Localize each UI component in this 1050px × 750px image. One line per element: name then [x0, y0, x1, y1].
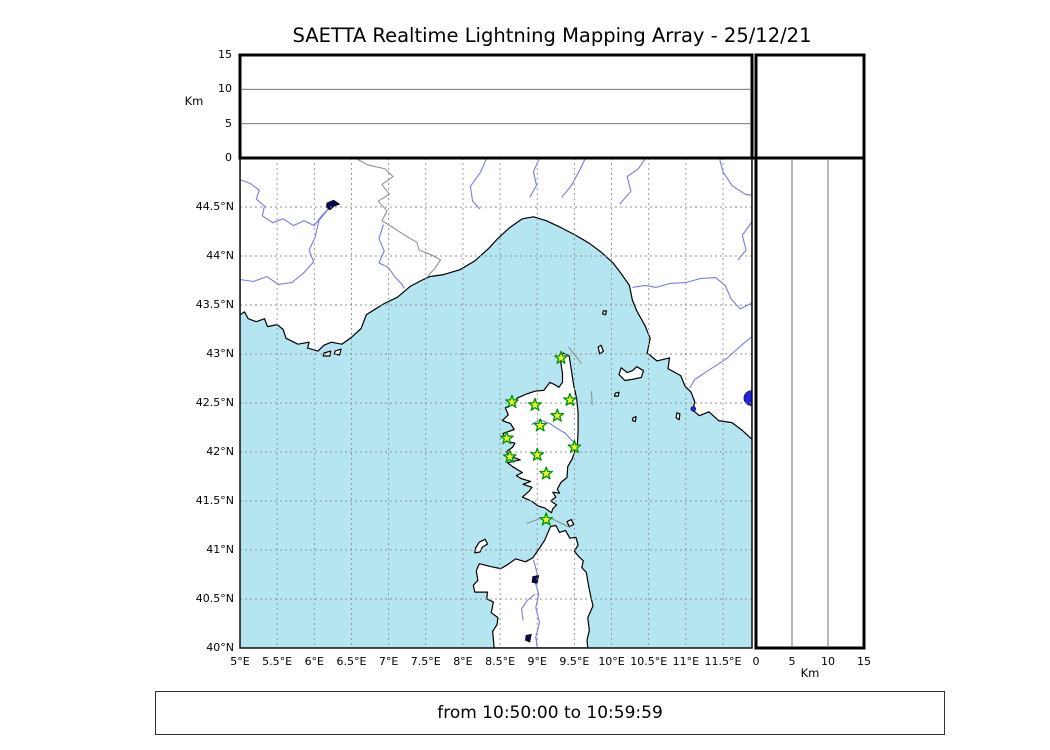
river — [469, 158, 488, 210]
lake — [525, 633, 532, 643]
lat-tick-label: 44.5°N — [195, 200, 234, 213]
lon-tick-label: 8°E — [453, 655, 473, 668]
station-marker — [528, 397, 542, 411]
lat-tick-label: 43.5°N — [195, 298, 234, 311]
lon-tick-label: 7.5°E — [410, 655, 441, 668]
station-marker — [530, 447, 545, 461]
alt-tick-label: 15 — [218, 48, 232, 61]
lon-tick-label: 11°E — [672, 655, 700, 668]
alt-axis-label-bottom: Km — [800, 666, 820, 680]
lat-tick-label: 40.5°N — [195, 592, 234, 605]
station-marker — [539, 466, 554, 480]
lake-dot — [743, 390, 752, 406]
coastline — [613, 391, 620, 397]
river — [240, 207, 330, 285]
country-border — [568, 346, 583, 365]
lon-tick-label: 10°E — [598, 655, 625, 668]
coastline — [240, 158, 752, 440]
alt-km-tick-label: 5 — [788, 655, 796, 668]
station-marker — [554, 350, 568, 364]
river — [240, 179, 330, 227]
coastline — [631, 416, 637, 423]
lat-tick-label: 40°N — [206, 641, 234, 654]
station-marker — [563, 392, 577, 407]
figure-title: SAETTA Realtime Lightning Mapping Array … — [292, 24, 812, 47]
river — [718, 158, 752, 196]
alt-tick-label: 0 — [225, 151, 232, 164]
river — [378, 224, 405, 289]
coastline — [566, 519, 575, 528]
country-border — [549, 517, 571, 528]
station-marker — [502, 449, 517, 463]
alt-km-tick-label: 0 — [752, 655, 760, 668]
lon-tick-label: 7°E — [378, 655, 399, 668]
lon-tick-label: 9°E — [527, 655, 547, 668]
altitude-longitude-panel — [238, 53, 754, 160]
river — [689, 335, 752, 389]
station-marker — [533, 418, 548, 432]
country-border — [526, 517, 543, 524]
station-marker — [567, 439, 582, 454]
coastline — [618, 366, 645, 382]
river — [632, 277, 752, 310]
alt-axis-label-top: Km — [184, 94, 204, 108]
coastline — [474, 538, 489, 554]
country-border — [354, 158, 442, 276]
lon-tick-label: 10.5°E — [630, 655, 668, 668]
river — [529, 158, 541, 198]
river — [561, 158, 586, 198]
lat-tick-label: 41.5°N — [195, 494, 234, 507]
alt-tick-label: 5 — [225, 116, 232, 130]
map-panel — [240, 158, 752, 648]
river — [521, 593, 536, 621]
station-marker — [550, 408, 565, 422]
lon-tick-label: 9.5°E — [559, 655, 590, 668]
time-window-text: from 10:50:00 to 10:59:59 — [437, 703, 663, 723]
alt-tick-label: 10 — [218, 82, 232, 96]
coastline — [333, 348, 342, 356]
lon-tick-label: 5.5°E — [262, 655, 293, 668]
alt-km-tick-label: 10 — [821, 655, 835, 668]
station-marker — [505, 394, 519, 409]
coastline — [602, 310, 607, 316]
lon-tick-label: 6.5°E — [336, 655, 367, 668]
country-border — [591, 391, 593, 406]
alt-km-tick-label: 15 — [857, 655, 871, 668]
lat-tick-label: 43°N — [206, 347, 234, 360]
lon-tick-label: 8.5°E — [485, 655, 516, 668]
coastline — [501, 352, 579, 514]
river — [737, 221, 752, 261]
station-marker — [499, 431, 514, 445]
coastline — [472, 524, 594, 648]
time-window-box: from 10:50:00 to 10:59:59 — [155, 691, 945, 735]
lon-tick-label: 11.5°E — [704, 655, 742, 668]
lat-tick-label: 42.5°N — [195, 396, 234, 409]
lat-tick-label: 44°N — [206, 249, 234, 262]
coastline — [675, 412, 681, 421]
lat-tick-label: 41°N — [206, 543, 234, 556]
lon-tick-label: 5°E — [230, 655, 250, 668]
lake-dot — [690, 406, 697, 412]
lat-tick-label: 42°N — [206, 445, 234, 458]
coastline — [597, 344, 604, 355]
station-marker — [539, 512, 554, 526]
lon-tick-label: 6°E — [304, 655, 325, 668]
river — [619, 158, 647, 205]
